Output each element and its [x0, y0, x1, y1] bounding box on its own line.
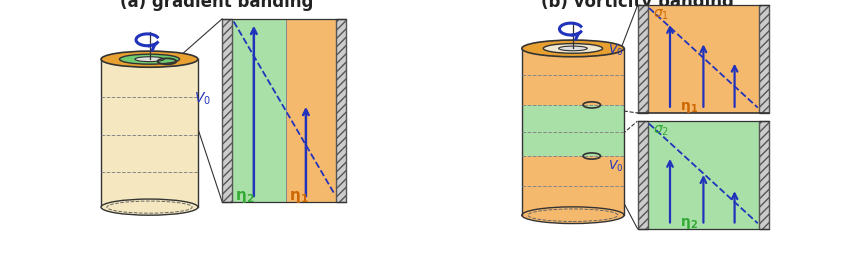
Ellipse shape	[522, 207, 624, 224]
Text: $\mathbf{\eta_2}$: $\mathbf{\eta_2}$	[235, 189, 254, 205]
Bar	[232, 19, 286, 202]
Bar	[638, 5, 648, 113]
Ellipse shape	[135, 57, 164, 62]
Bar	[522, 156, 624, 215]
Title: (b) vorticity banding: (b) vorticity banding	[541, 0, 734, 11]
Ellipse shape	[101, 51, 198, 67]
Text: $V_0$: $V_0$	[194, 90, 211, 107]
Text: $V_0$: $V_0$	[608, 158, 623, 174]
Text: $V_0$: $V_0$	[608, 43, 623, 58]
Bar	[522, 48, 624, 105]
Bar	[648, 5, 759, 113]
Bar	[759, 5, 769, 113]
Title: (a) gradient banding: (a) gradient banding	[120, 0, 314, 11]
Ellipse shape	[101, 199, 198, 215]
Text: $\sigma_1$: $\sigma_1$	[653, 8, 669, 22]
Bar	[101, 59, 198, 207]
Bar	[759, 121, 769, 229]
Text: $\mathbf{\eta_2}$: $\mathbf{\eta_2}$	[680, 216, 698, 231]
Bar	[522, 105, 624, 156]
Ellipse shape	[543, 44, 603, 53]
Bar	[336, 19, 346, 202]
Ellipse shape	[558, 46, 587, 51]
Text: $\mathbf{\eta_1}$: $\mathbf{\eta_1}$	[680, 100, 698, 115]
Bar	[101, 59, 198, 207]
Bar	[638, 121, 648, 229]
Text: $\mathbf{\eta_1}$: $\mathbf{\eta_1}$	[289, 189, 309, 205]
Bar	[222, 19, 232, 202]
Ellipse shape	[522, 40, 624, 57]
Bar	[286, 19, 336, 202]
Bar	[648, 121, 759, 229]
Ellipse shape	[120, 54, 179, 64]
Text: $\sigma_2$: $\sigma_2$	[653, 123, 669, 137]
